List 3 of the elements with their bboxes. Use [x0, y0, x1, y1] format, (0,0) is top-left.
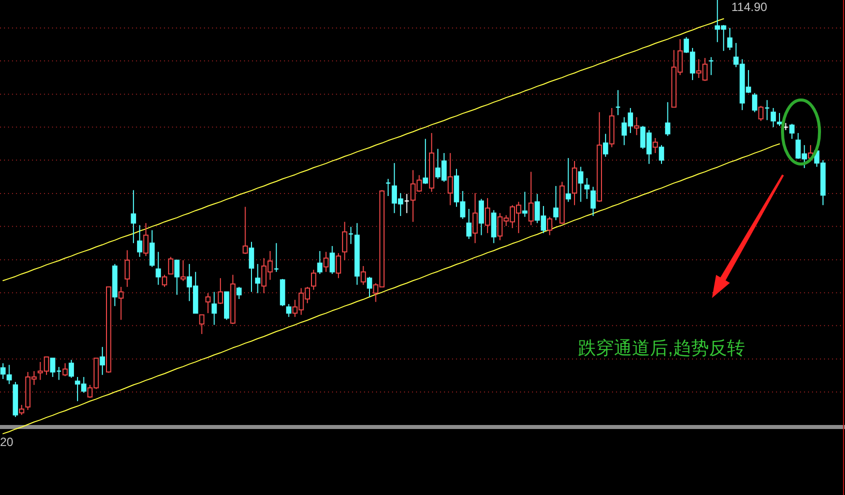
- annotation: 114.90: [731, 0, 768, 14]
- annotation: 跌穿通道后,趋势反转: [578, 338, 746, 358]
- annotation: 20: [0, 435, 14, 449]
